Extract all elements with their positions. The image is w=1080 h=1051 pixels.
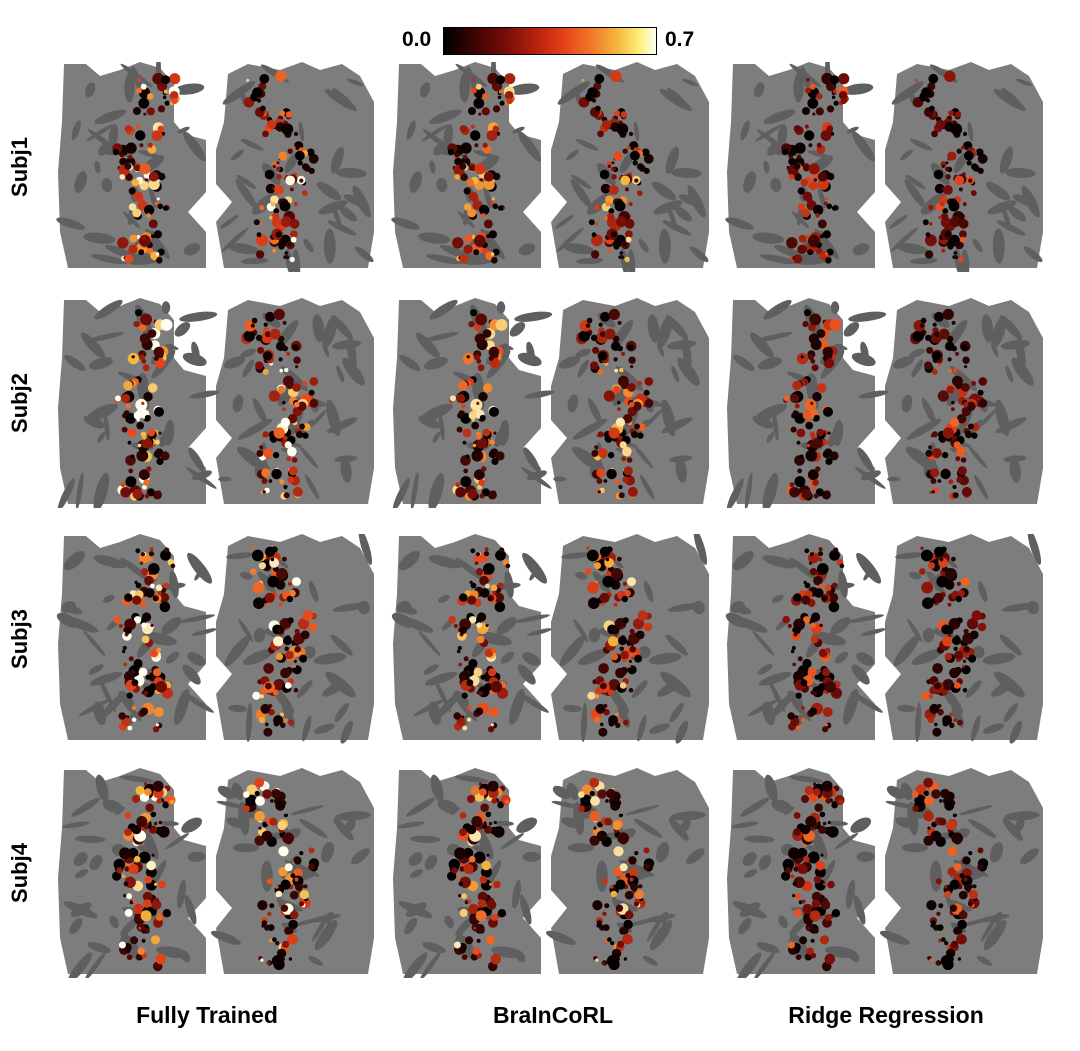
colorbar: 0.0 0.7 xyxy=(390,24,710,60)
column-label-braincorl: BraInCoRL xyxy=(492,1002,614,1028)
flatmap-subj1-col3 xyxy=(725,62,1047,272)
row-label-subj4: Subj4 xyxy=(7,843,32,903)
column-label-fully-trained: Fully Trained xyxy=(136,1002,278,1028)
flatmap-subj1-col1 xyxy=(56,62,378,272)
colorbar-gradient xyxy=(443,27,657,55)
flatmap-subj1-col2 xyxy=(391,62,713,272)
flatmap-subj3-col3 xyxy=(725,534,1047,744)
flatmap-subj4-col3 xyxy=(725,768,1047,978)
column-label-ridge-regression: Ridge Regression xyxy=(788,1002,984,1028)
flatmap-subj3-col2 xyxy=(391,534,713,744)
colorbar-max-label: 0.7 xyxy=(665,28,695,51)
flatmap-subj3-col1 xyxy=(56,534,378,744)
flatmap-subj4-col1 xyxy=(56,768,378,978)
flatmap-subj2-col1 xyxy=(56,298,378,508)
colorbar-min-label: 0.0 xyxy=(402,28,432,51)
flatmap-subj2-col3 xyxy=(725,298,1047,508)
flatmap-subj2-col2 xyxy=(391,298,713,508)
flatmap-subj4-col2 xyxy=(391,768,713,978)
row-label-subj3: Subj3 xyxy=(7,609,32,669)
row-label-subj2: Subj2 xyxy=(7,373,32,433)
row-label-subj1: Subj1 xyxy=(7,137,32,197)
